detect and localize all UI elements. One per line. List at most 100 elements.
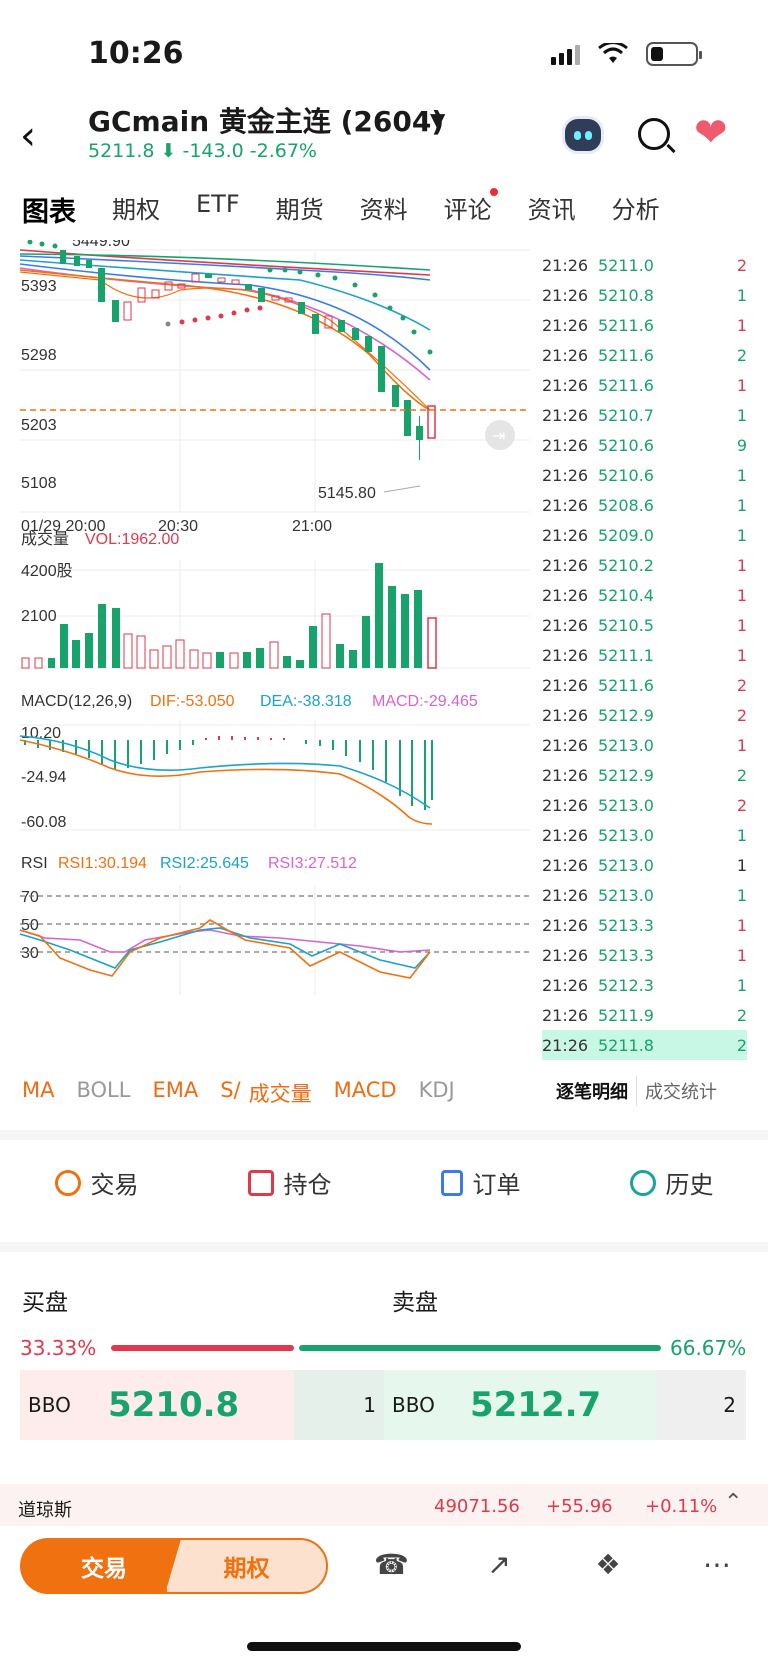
tick-time: 21:26 [542,375,589,395]
tab-options[interactable]: 期权 [112,196,160,224]
tick-price: 5213.0 [598,735,654,755]
tick-price: 5208.6 [598,495,654,515]
tick-time: 21:26 [542,585,589,605]
indicator-ema[interactable]: EMA [152,1078,199,1102]
tab-tick-detail[interactable]: 逐笔明细 [556,1082,628,1103]
tick-row: 21:26 5211.9 2 [542,1000,747,1030]
tick-time: 21:26 [542,735,589,755]
sell-ratio-bar [299,1345,661,1351]
heart-icon[interactable]: ❤ [694,110,728,156]
bid-price: 5210.8 [108,1385,240,1425]
tab-chart[interactable]: 图表 [20,190,80,231]
tick-volume: 1 [736,735,747,755]
bbo-row: BBO 5210.8 1 BBO 5212.7 2 [20,1370,746,1440]
tick-volume: 2 [736,675,747,695]
tick-volume: 2 [736,1035,747,1055]
indicator-kdj[interactable]: KDJ [418,1078,455,1102]
bbo-label: BBO [392,1393,435,1417]
macd-axis: -24.94 [21,769,66,786]
tick-row: 21:26 5211.0 2 [542,250,747,280]
more-icon[interactable]: ⋯ [703,1548,731,1581]
indicator-macd[interactable]: MACD [333,1078,397,1102]
positions-action-label: 持仓 [283,1171,332,1199]
price-axis-label: 5298 [21,347,57,364]
ask-price: 5212.7 [470,1385,602,1425]
tick-list[interactable]: 21:26 5211.0 2 21:26 5210.8 1 21:26 5211.6 1 21:2… [542,250,747,1060]
trade-action[interactable]: 交易 [54,1165,139,1200]
macd-dif: DIF:-53.050 [150,693,235,710]
action-row: 交易 持仓 订单 历史 [0,1165,768,1200]
back-icon[interactable]: ‹ [20,113,36,159]
tick-row: 21:26 5208.6 1 [542,490,747,520]
bid-cell[interactable]: BBO 5210.8 [20,1370,294,1440]
tick-volume: 1 [736,885,747,905]
notification-dot [489,188,498,196]
tick-volume: 1 [736,915,747,935]
tick-row: 21:26 5211.6 1 [542,310,747,340]
tick-price: 5211.9 [598,1005,654,1025]
tick-row: 21:26 5212.3 1 [542,970,747,1000]
tab-trade-stats[interactable]: 成交统计 [636,1076,725,1106]
tick-time: 21:26 [542,495,589,515]
chevron-up-icon[interactable]: ⌃ [724,1490,743,1515]
status-icons [551,40,702,68]
ticker-value: 49071.56 [434,1496,520,1517]
tick-time: 21:26 [542,615,589,635]
tick-time: 21:26 [542,525,589,545]
tick-time: 21:26 [542,825,589,845]
index-ticker[interactable]: 道琼斯 49071.56 +55.96 +0.11% ⌃ [0,1484,768,1526]
alert-bell-icon[interactable]: ☎ [374,1548,409,1581]
tick-price: 5210.6 [598,465,654,485]
page-title[interactable]: GCmain 黄金主连 (2604) [88,105,445,138]
price-axis-label: 5203 [21,417,57,434]
tick-time: 21:26 [542,1035,589,1055]
tab-profile[interactable]: 资料 [359,196,408,224]
rsi-title: RSI [21,855,48,872]
tick-row: 21:26 5211.8 2 [542,1030,747,1060]
ask-volume: 2 [656,1370,746,1440]
tick-time: 21:26 [542,405,589,425]
bid-volume: 1 [294,1370,384,1440]
tick-time: 21:26 [542,675,589,695]
tick-row: 21:26 5213.3 1 [542,910,747,940]
tick-time: 21:26 [542,645,589,665]
tab-comments[interactable]: 评论 [444,188,498,229]
macd-dea: DEA:-38.318 [260,693,352,710]
trade-icon [54,1169,81,1196]
share-icon[interactable]: ↗ [487,1548,511,1581]
orders-action[interactable]: 订单 [440,1165,521,1200]
rsi1-value: RSI1:30.194 [58,855,147,872]
positions-action[interactable]: 持仓 [247,1165,332,1200]
indicator-volume[interactable]: 成交量 [248,1082,312,1106]
indicator-ma[interactable]: MA [22,1078,55,1102]
caret-down-icon[interactable]: ▼ [430,108,446,132]
bbo-label: BBO [28,1393,71,1417]
divider [0,1130,768,1140]
tick-price: 5211.6 [598,675,654,695]
robot-icon[interactable] [562,116,604,154]
ticker-name: 道琼斯 [18,1500,72,1521]
low-label: 5145.80 [318,485,376,502]
jump-latest-icon[interactable] [485,420,515,450]
tab-analysis[interactable]: 分析 [611,196,660,224]
tab-news[interactable]: 资讯 [527,196,576,224]
trade-button[interactable]: 交易 [20,1538,188,1594]
indicator-boll[interactable]: BOLL [76,1078,131,1102]
search-icon[interactable] [638,118,670,150]
ask-cell[interactable]: BBO 5212.7 [384,1370,656,1440]
options-button[interactable]: 期权 [165,1538,328,1594]
indicator-sar[interactable]: S/ [220,1078,241,1102]
collapse-icon[interactable]: ❖ [595,1548,621,1581]
trade-action-label: 交易 [90,1171,139,1199]
buy-percentage: 33.33% [20,1336,97,1360]
battery-icon [646,42,702,66]
tab-futures[interactable]: 期货 [275,196,324,224]
tab-etf[interactable]: ETF [196,190,240,218]
tick-price: 5212.3 [598,975,654,995]
tick-volume: 2 [736,345,747,365]
candlestick-chart[interactable]: 5393 5298 5203 5108 5449.90 5145.80 01/2… [0,240,540,1060]
wifi-icon [598,43,628,63]
tick-row: 21:26 5211.6 1 [542,370,747,400]
history-action[interactable]: 历史 [629,1165,714,1200]
tick-price: 5213.3 [598,945,654,965]
